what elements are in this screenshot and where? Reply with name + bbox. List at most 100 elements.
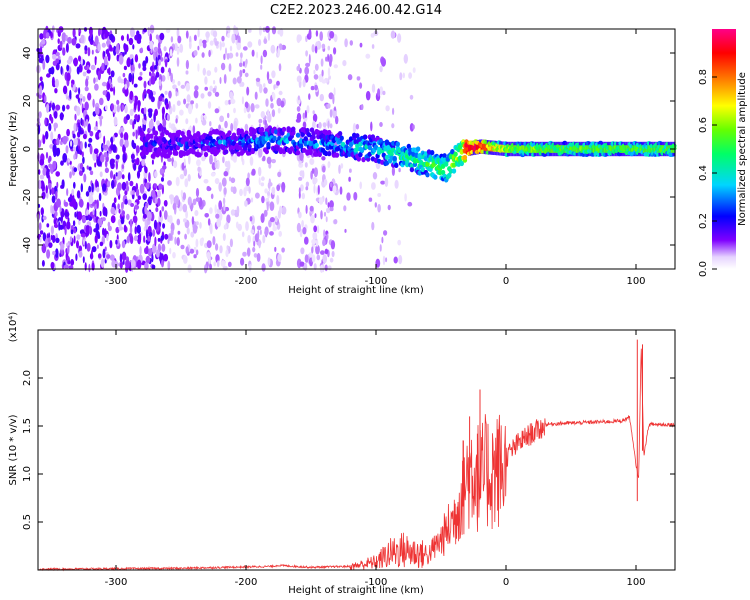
spectrogram-y-label: Frequency (Hz) — [8, 111, 19, 187]
spectrogram-noise-cell — [95, 222, 100, 232]
spectrogram-noise-cell — [85, 191, 90, 197]
spectrogram-noise-cell — [46, 249, 51, 259]
spectrogram-noise-cell — [71, 38, 77, 46]
spectrogram-noise-cell — [271, 186, 276, 195]
spectrogram-noise-cell — [92, 209, 95, 216]
spectrogram-track-cell — [425, 161, 430, 168]
spectrogram-noise-cell — [45, 185, 48, 194]
spectrogram-noise-cell — [236, 42, 242, 51]
spectrogram-noise-cell — [161, 206, 165, 212]
y-tick-label: 40 — [22, 47, 33, 60]
spectrogram-noise-cell — [103, 135, 106, 145]
spectrogram-band-core — [650, 145, 653, 153]
spectrogram-noise-cell — [167, 157, 172, 162]
spectrogram-noise-cell — [142, 193, 147, 201]
spectrogram-noise-cell — [330, 240, 336, 250]
spectrogram-noise-cell — [240, 52, 243, 59]
spectrogram-noise-cell — [167, 239, 170, 244]
spectrogram-noise-cell — [207, 101, 212, 109]
spectrogram-noise-cell — [308, 29, 312, 39]
spectrogram-noise-cell — [269, 201, 275, 211]
spectrogram-noise-cell — [394, 179, 399, 189]
spectrogram-noise-cell — [274, 246, 277, 252]
spectrogram-noise-cell — [62, 85, 68, 95]
spectrogram-noise-cell — [193, 246, 197, 252]
spectrogram-track-cell — [311, 134, 316, 140]
spectrogram-noise-cell — [183, 167, 188, 177]
spectrogram-noise-cell — [154, 171, 158, 178]
spectrogram-noise-cell — [166, 113, 170, 122]
spectrogram-band-core — [613, 145, 615, 153]
spectrogram-noise-cell — [309, 158, 315, 166]
spectrogram-noise-cell — [120, 132, 124, 139]
spectrogram-noise-cell — [372, 172, 378, 180]
spectrogram-noise-cell — [241, 231, 245, 238]
spectrogram-noise-cell — [72, 133, 76, 139]
spectrogram-noise-cell — [139, 71, 143, 76]
spectrogram-noise-cell — [82, 156, 85, 164]
spectrogram-band-core — [491, 143, 493, 152]
spectrogram-noise-cell — [133, 235, 138, 242]
spectrogram-noise-cell — [193, 50, 198, 57]
spectrogram-noise-cell — [195, 238, 199, 248]
spectrogram-noise-cell — [65, 248, 68, 254]
spectrogram-noise-cell — [244, 123, 249, 131]
spectrogram-band-core — [471, 144, 473, 153]
spectrogram-noise-cell — [276, 97, 282, 107]
spectrogram-track-cell — [450, 149, 455, 155]
spectrogram-track-cell — [186, 129, 191, 135]
spectrogram-track-cell — [295, 150, 301, 156]
spectrogram-noise-cell — [168, 215, 173, 224]
spectrogram-noise-cell — [260, 182, 265, 187]
spectrogram-noise-cell — [195, 187, 200, 198]
spectrogram-track-cell — [266, 141, 271, 148]
spectrogram-noise-cell — [52, 234, 56, 244]
spectrogram-noise-cell — [102, 206, 107, 216]
spectrogram-noise-cell — [368, 197, 373, 202]
spectrogram-track-cell — [203, 151, 209, 158]
spectrogram-noise-cell — [137, 195, 142, 200]
spectrogram-noise-cell — [89, 170, 94, 176]
spectrogram-track-cell — [337, 131, 343, 137]
x-tick-label: 0 — [503, 276, 509, 287]
spectrogram-noise-cell — [194, 210, 199, 217]
spectrogram-band-core — [639, 145, 642, 153]
spectrogram-noise-cell — [155, 71, 160, 78]
spectrogram-noise-cell — [73, 122, 77, 132]
spectrogram-noise-cell — [385, 257, 388, 263]
spectrogram-noise-cell — [188, 154, 191, 165]
spectrogram-band-core — [474, 143, 476, 152]
spectrogram-noise-cell — [38, 169, 41, 175]
spectrogram-noise-cell — [78, 149, 82, 155]
spectrogram-noise-cell — [122, 52, 125, 57]
spectrogram-noise-cell — [270, 102, 274, 109]
spectrogram-noise-cell — [58, 224, 64, 230]
spectrogram-noise-cell — [89, 28, 93, 38]
spectrogram-noise-cell — [112, 144, 117, 153]
spectrogram-noise-cell — [302, 79, 306, 88]
spectrogram-noise-cell — [213, 80, 216, 85]
spectrogram-noise-cell — [106, 48, 110, 58]
spectrogram-noise-cell — [360, 104, 364, 110]
spectrogram-noise-cell — [176, 218, 181, 226]
spectrogram-noise-cell — [250, 197, 254, 203]
spectrogram-noise-cell — [119, 261, 123, 269]
spectrogram-noise-cell — [248, 28, 252, 33]
spectrogram-noise-cell — [61, 32, 67, 43]
spectrogram-noise-cell — [312, 120, 316, 129]
spectrogram-track-cell — [409, 167, 415, 173]
spectrogram-noise-cell — [44, 94, 47, 103]
spectrogram-noise-cell — [54, 211, 58, 217]
spectrogram-noise-cell — [313, 74, 319, 80]
spectrogram-noise-cell — [232, 77, 237, 85]
spectrogram-noise-cell — [333, 64, 338, 69]
spectrogram-noise-cell — [138, 63, 141, 69]
spectrogram-noise-cell — [327, 265, 332, 271]
spectrogram-noise-cell — [250, 229, 255, 234]
spectrogram-noise-cell — [170, 36, 174, 43]
spectrogram-band-core — [547, 145, 550, 153]
spectrogram-noise-cell — [129, 108, 134, 117]
spectrogram-noise-cell — [230, 122, 234, 132]
spectrogram-noise-cell — [260, 55, 263, 65]
spectrogram-noise-cell — [62, 153, 68, 163]
